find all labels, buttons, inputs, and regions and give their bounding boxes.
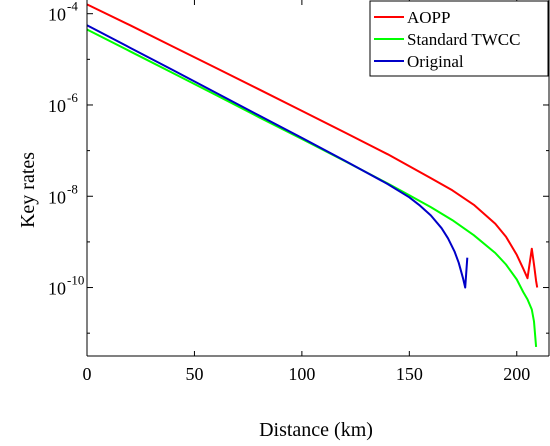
y-tick-exponent: -6 xyxy=(67,90,78,105)
x-tick-label: 200 xyxy=(503,364,530,384)
series-line-aopp xyxy=(86,3,539,288)
y-tick-exponent: -10 xyxy=(67,273,84,288)
legend-label: Standard TWCC xyxy=(407,30,520,49)
legend-label: Original xyxy=(407,52,464,71)
y-tick-exponent: -4 xyxy=(67,0,78,14)
legend-label: AOPP xyxy=(407,8,450,27)
series-line-original xyxy=(86,24,469,289)
y-tick-label: 10 xyxy=(48,187,66,207)
y-tick-label: 10 xyxy=(48,96,66,116)
y-axis-label: Key rates xyxy=(17,152,39,228)
x-tick-label: 50 xyxy=(185,364,203,384)
series-line-standard-twcc xyxy=(86,28,538,347)
y-tick-exponent: -8 xyxy=(67,181,78,196)
x-tick-label: 150 xyxy=(396,364,423,384)
y-tick-label: 10 xyxy=(48,5,66,25)
x-tick-label: 0 xyxy=(83,364,92,384)
x-tick-label: 100 xyxy=(288,364,315,384)
legend: AOPP Standard TWCC Original xyxy=(369,0,549,77)
y-tick-label: 10 xyxy=(48,279,66,299)
series-layer xyxy=(86,3,539,347)
x-axis-label: Distance (km) xyxy=(259,419,373,441)
